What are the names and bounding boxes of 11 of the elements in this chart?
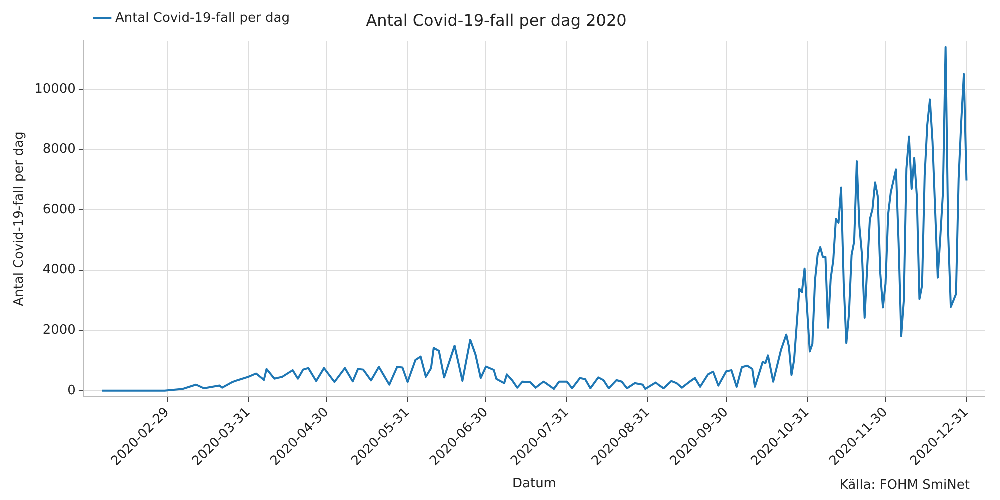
y-tick-label: 8000 <box>42 142 76 158</box>
y-tick-label: 10000 <box>34 82 76 97</box>
y-axis-title: Antal Covid-19-fall per dag <box>12 132 28 306</box>
y-tick-label: 2000 <box>42 322 76 338</box>
chart-title: Antal Covid-19-fall per dag 2020 <box>366 10 627 30</box>
y-tick-label: 0 <box>68 383 76 398</box>
x-axis-title: Datum <box>512 476 556 492</box>
legend-label: Antal Covid-19-fall per dag <box>115 10 290 26</box>
y-tick-label: 6000 <box>42 202 76 218</box>
text: Källa: FOHM SmiNet <box>840 478 970 493</box>
y-tick-label: 4000 <box>42 262 76 278</box>
